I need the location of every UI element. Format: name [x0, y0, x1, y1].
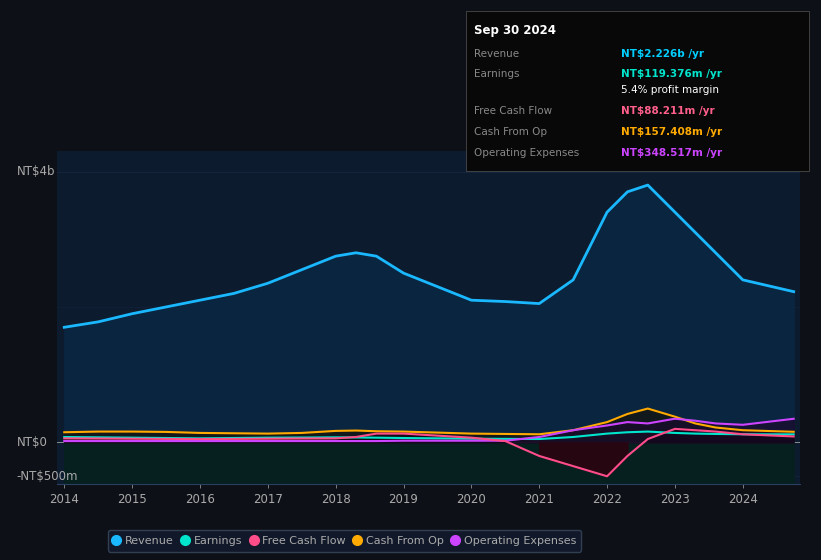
- Text: NT$348.517m /yr: NT$348.517m /yr: [621, 148, 722, 158]
- Text: Revenue: Revenue: [474, 49, 519, 59]
- Text: Sep 30 2024: Sep 30 2024: [474, 24, 556, 36]
- Text: NT$119.376m /yr: NT$119.376m /yr: [621, 69, 722, 80]
- Text: NT$88.211m /yr: NT$88.211m /yr: [621, 106, 715, 116]
- Legend: Revenue, Earnings, Free Cash Flow, Cash From Op, Operating Expenses: Revenue, Earnings, Free Cash Flow, Cash …: [108, 530, 581, 552]
- Text: NT$157.408m /yr: NT$157.408m /yr: [621, 127, 722, 137]
- Text: Operating Expenses: Operating Expenses: [474, 148, 579, 158]
- Text: 5.4% profit margin: 5.4% profit margin: [621, 85, 719, 95]
- Text: Earnings: Earnings: [474, 69, 519, 80]
- Text: -NT$500m: -NT$500m: [16, 470, 78, 483]
- Text: NT$4b: NT$4b: [16, 165, 55, 178]
- Text: Cash From Op: Cash From Op: [474, 127, 547, 137]
- Text: Free Cash Flow: Free Cash Flow: [474, 106, 552, 116]
- Text: NT$2.226b /yr: NT$2.226b /yr: [621, 49, 704, 59]
- Text: NT$0: NT$0: [16, 436, 48, 449]
